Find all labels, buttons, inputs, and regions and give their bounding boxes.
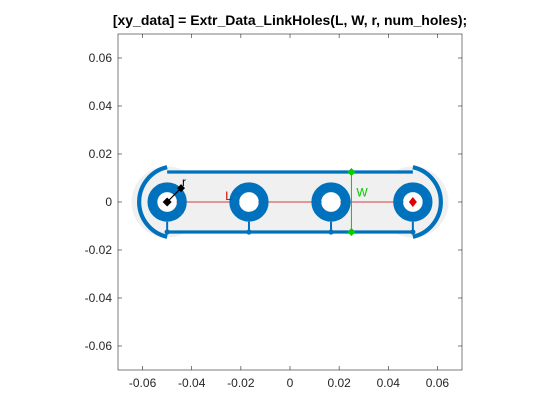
link-right-end-arc xyxy=(412,165,443,239)
length-label: L xyxy=(225,189,232,203)
x-tick-label: -0.04 xyxy=(178,376,206,390)
hole-post-dot xyxy=(246,229,252,235)
chart-title: [xy_data] = Extr_Data_LinkHoles(L, W, r,… xyxy=(113,12,467,28)
hole-ring xyxy=(311,182,351,222)
hole-post-dot xyxy=(410,229,416,235)
y-tick-label: 0 xyxy=(105,195,112,209)
radius-end-marker xyxy=(177,184,186,193)
radius-label: r xyxy=(182,175,186,189)
x-tick-label: 0.02 xyxy=(327,376,351,390)
x-tick-label: 0.04 xyxy=(377,376,401,390)
y-tick-label: -0.06 xyxy=(85,339,113,353)
link-body-fill xyxy=(167,172,413,234)
hole-ring xyxy=(393,182,433,222)
hole-post-dot xyxy=(328,229,334,235)
x-axis-ticks: -0.06 -0.04 -0.02 0 0.02 0.04 0.06 xyxy=(129,34,450,390)
radius-center-marker xyxy=(162,197,172,207)
width-label: W xyxy=(356,185,368,199)
hole-ring xyxy=(229,182,269,222)
hole-post-dot xyxy=(164,229,170,235)
link-left-end-arc xyxy=(137,165,168,239)
x-tick-label: 0.06 xyxy=(426,376,450,390)
y-tick-label: 0.06 xyxy=(89,51,113,65)
y-axis-ticks: -0.06 -0.04 -0.02 0 0.02 0.04 0.06 xyxy=(85,51,462,353)
link-drawing xyxy=(131,165,449,239)
y-tick-label: -0.02 xyxy=(85,243,113,257)
hole-center xyxy=(239,192,259,212)
x-tick-label: -0.02 xyxy=(227,376,255,390)
right-end-marker xyxy=(408,197,417,207)
y-tick-label: -0.04 xyxy=(85,291,113,305)
hole-center xyxy=(321,192,341,212)
x-tick-label: -0.06 xyxy=(129,376,157,390)
width-dimension-marker xyxy=(347,168,356,176)
y-tick-label: 0.04 xyxy=(89,99,113,113)
hole-ring xyxy=(147,182,187,222)
y-tick-label: 0.02 xyxy=(89,147,113,161)
x-tick-label: 0 xyxy=(287,376,294,390)
width-dimension-marker xyxy=(347,228,356,236)
radius-dimension-line xyxy=(166,187,182,203)
